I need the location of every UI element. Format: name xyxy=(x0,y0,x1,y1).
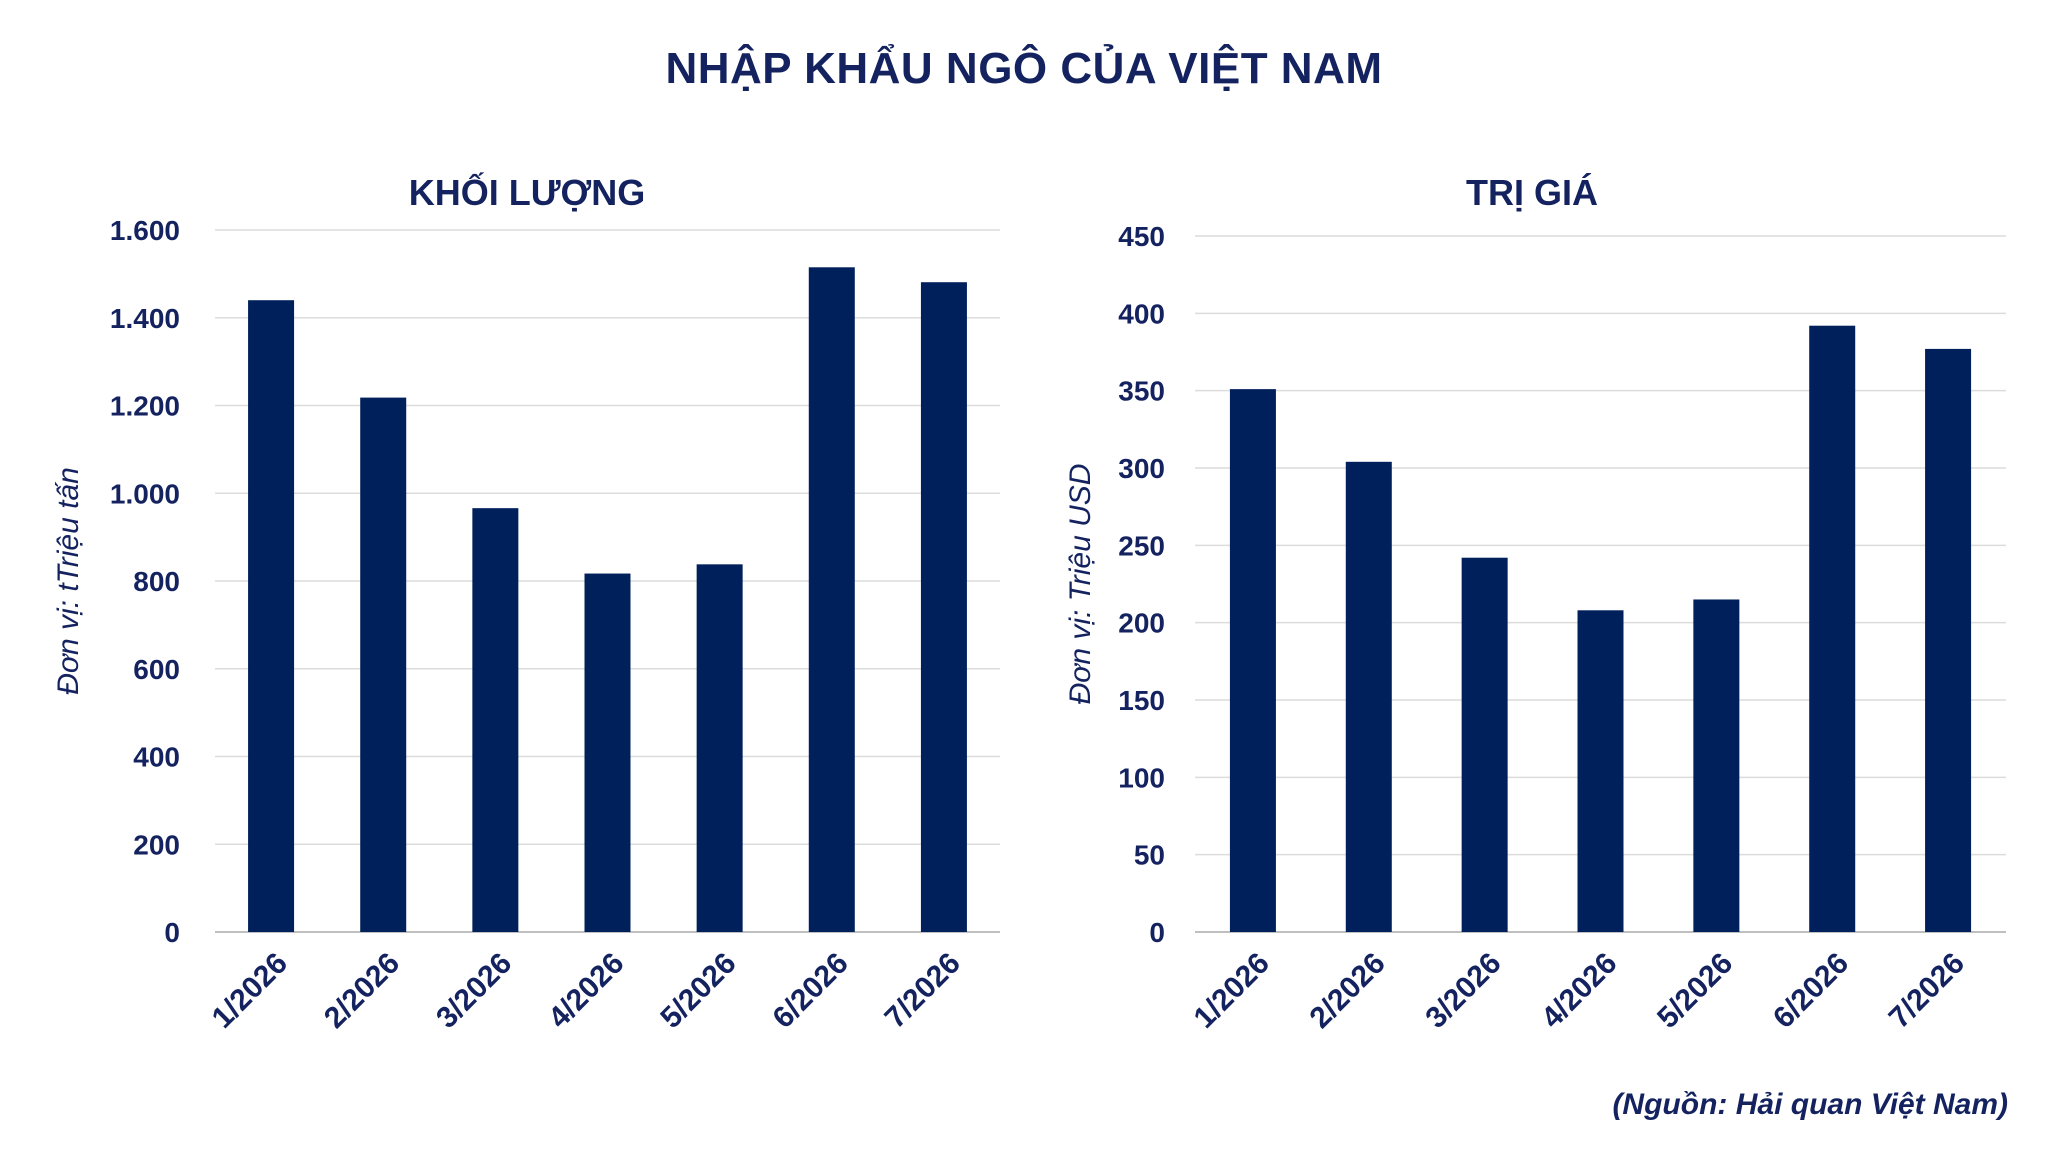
y-tick-label: 1.200 xyxy=(110,391,180,422)
chart-title: TRỊ GIÁ xyxy=(1466,172,1598,213)
y-tick-label: 100 xyxy=(1118,762,1165,793)
y-tick-label: 150 xyxy=(1118,685,1165,716)
bar xyxy=(248,300,295,932)
bar xyxy=(1925,348,1972,932)
bar xyxy=(584,573,631,932)
x-tick-label: 6/2026 xyxy=(1767,947,1855,1035)
x-tick-label: 7/2026 xyxy=(1883,947,1971,1035)
page-title: NHẬP KHẨU NGÔ CỦA VIỆT NAM xyxy=(665,44,1383,93)
source-note: (Nguồn: Hải quan Việt Nam) xyxy=(1612,1088,2008,1121)
bar xyxy=(360,397,407,932)
y-tick-label: 1.400 xyxy=(110,303,180,334)
x-tick-label: 5/2026 xyxy=(1651,947,1739,1035)
x-tick-label: 4/2026 xyxy=(1535,947,1623,1035)
y-tick-label: 300 xyxy=(1118,453,1165,484)
bar xyxy=(1809,325,1856,932)
y-tick-label: 800 xyxy=(133,566,180,597)
y-tick-label: 50 xyxy=(1134,840,1165,871)
y-tick-label: 0 xyxy=(1149,917,1165,948)
y-tick-label: 400 xyxy=(1118,298,1165,329)
y-tick-label: 0 xyxy=(164,917,180,948)
y-tick-label: 1.600 xyxy=(110,215,180,246)
y-tick-label: 200 xyxy=(1118,608,1165,639)
bar xyxy=(472,508,519,932)
x-tick-label: 1/2026 xyxy=(1188,947,1276,1035)
bar xyxy=(920,282,967,932)
bar xyxy=(808,267,855,932)
y-axis-label: Đơn vị: tTriệu tấn xyxy=(52,467,85,695)
y-tick-label: 200 xyxy=(133,829,180,860)
y-tick-label: 250 xyxy=(1118,530,1165,561)
y-tick-label: 450 xyxy=(1118,221,1165,252)
y-axis-label: Đơn vị: Triệu USD xyxy=(1064,464,1097,705)
bar xyxy=(1577,610,1624,932)
y-tick-label: 1.000 xyxy=(110,478,180,509)
bar xyxy=(1461,557,1508,932)
bar xyxy=(696,564,743,932)
chart-khoi-luong: KHỐI LƯỢNG 0 200 400 600 800 1.000 1.200 1.400 1.… xyxy=(52,171,1000,1035)
bar xyxy=(1345,461,1392,932)
x-tick-label: 3/2026 xyxy=(1419,947,1507,1035)
x-tick-label: 2/2026 xyxy=(1304,947,1392,1035)
y-tick-label: 400 xyxy=(133,742,180,773)
bar xyxy=(1693,599,1740,932)
bar xyxy=(1229,389,1276,932)
chart-title: KHỐI LƯỢNG xyxy=(409,171,646,213)
y-tick-label: 350 xyxy=(1118,376,1165,407)
y-tick-label: 600 xyxy=(133,654,180,685)
